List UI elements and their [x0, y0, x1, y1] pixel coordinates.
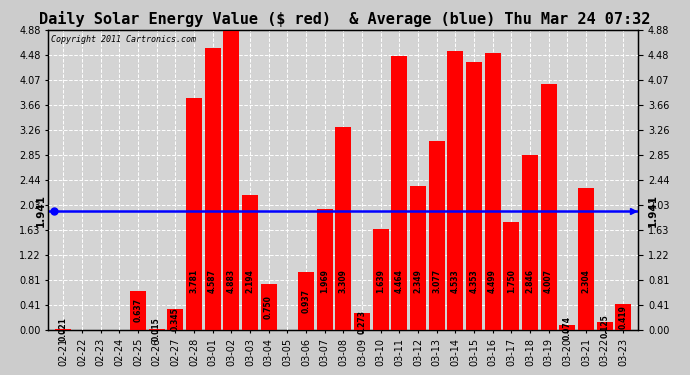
Bar	[373, 229, 388, 330]
Bar	[541, 84, 557, 330]
Bar	[317, 209, 333, 330]
Text: 3.077: 3.077	[432, 269, 441, 293]
Bar	[578, 188, 594, 330]
Text: 4.007: 4.007	[544, 269, 553, 293]
Text: 4.353: 4.353	[469, 269, 478, 293]
Bar	[428, 141, 444, 330]
Text: 1.941: 1.941	[36, 194, 46, 227]
Bar	[391, 56, 407, 330]
Text: 2.304: 2.304	[582, 269, 591, 293]
Text: 1.750: 1.750	[506, 269, 516, 293]
Bar	[242, 195, 258, 330]
Text: 0.345: 0.345	[170, 308, 180, 331]
Text: 4.587: 4.587	[208, 269, 217, 293]
Text: 0.021: 0.021	[59, 317, 68, 341]
Bar	[130, 291, 146, 330]
Text: 0.125: 0.125	[600, 314, 609, 338]
Bar	[224, 30, 239, 330]
Text: 0.937: 0.937	[302, 289, 310, 313]
Text: Daily Solar Energy Value ($ red)  & Average (blue) Thu Mar 24 07:32: Daily Solar Energy Value ($ red) & Avera…	[39, 11, 651, 27]
Bar	[261, 284, 277, 330]
Text: 4.464: 4.464	[395, 269, 404, 293]
Bar	[148, 329, 164, 330]
Text: 2.349: 2.349	[413, 269, 422, 293]
Text: 4.499: 4.499	[488, 269, 497, 293]
Text: 1.941: 1.941	[648, 194, 658, 227]
Text: 0.074: 0.074	[563, 316, 572, 340]
Bar	[504, 222, 520, 330]
Text: 1.639: 1.639	[376, 269, 385, 293]
Bar	[447, 51, 463, 330]
Bar	[615, 304, 631, 330]
Text: 3.309: 3.309	[339, 269, 348, 293]
Bar	[298, 272, 314, 330]
Text: 0.273: 0.273	[357, 310, 366, 334]
Bar	[466, 62, 482, 330]
Bar	[597, 322, 613, 330]
Text: 0.419: 0.419	[619, 305, 628, 329]
Text: 4.883: 4.883	[227, 269, 236, 293]
Text: 0.637: 0.637	[133, 298, 142, 322]
Text: 2.846: 2.846	[526, 269, 535, 293]
Text: Copyright 2011 Cartronics.com: Copyright 2011 Cartronics.com	[51, 34, 196, 44]
Text: 3.781: 3.781	[190, 269, 199, 293]
Bar	[205, 48, 221, 330]
Bar	[560, 326, 575, 330]
Text: 0.015: 0.015	[152, 318, 161, 341]
Bar	[55, 329, 71, 330]
Bar	[335, 127, 351, 330]
Text: 4.533: 4.533	[451, 269, 460, 293]
Text: 1.969: 1.969	[320, 269, 329, 293]
Bar	[410, 186, 426, 330]
Bar	[186, 98, 202, 330]
Text: 0.750: 0.750	[264, 295, 273, 319]
Bar	[354, 313, 370, 330]
Bar	[484, 53, 500, 330]
Bar	[522, 155, 538, 330]
Bar	[167, 309, 183, 330]
Text: 2.194: 2.194	[246, 269, 255, 293]
